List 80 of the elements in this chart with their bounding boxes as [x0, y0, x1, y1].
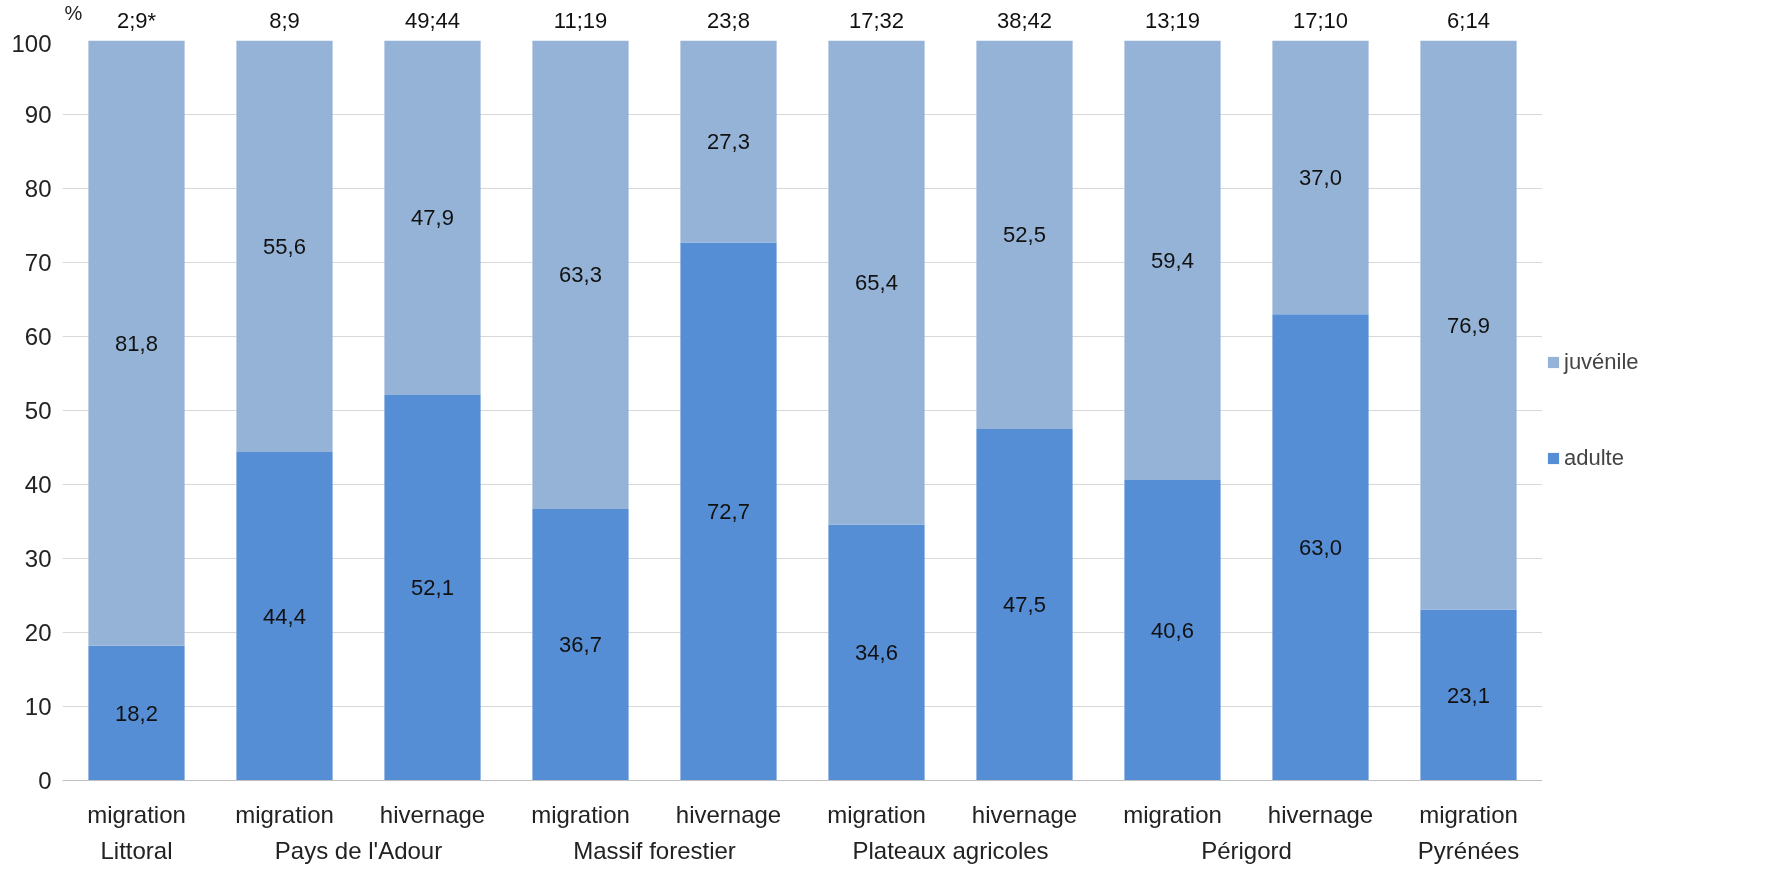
x-tick-label: migration — [827, 800, 926, 828]
y-tick-label: 10 — [24, 693, 52, 720]
text: 13;19 — [1144, 7, 1201, 33]
y-tick-label: 70 — [24, 249, 52, 276]
text: Pays de l'Adour — [274, 837, 443, 864]
x-tick-label: migration — [531, 800, 630, 828]
data-label: 81,8 — [115, 330, 158, 356]
y-tick-label: 50 — [24, 397, 52, 424]
data-label: 44,4 — [263, 603, 306, 629]
bar — [88, 645, 185, 781]
data-label: 59,4 — [1151, 247, 1194, 273]
data-label: 18,2 — [115, 700, 158, 726]
x-tick-label: migration — [1123, 800, 1222, 828]
bar — [1124, 480, 1221, 781]
text: 11;19 — [553, 7, 608, 33]
data-label: 76,9 — [1447, 312, 1490, 338]
text: Massif forestier — [573, 837, 736, 864]
x-tick-label: migration — [87, 800, 186, 828]
y-tick-label: 30 — [24, 545, 52, 572]
y-tick-label: 20 — [24, 619, 52, 646]
y-tick-label: 80 — [24, 175, 52, 202]
bar — [680, 242, 777, 781]
y-tick-label: 90 — [24, 101, 52, 128]
data-label: 63,0 — [1299, 534, 1342, 560]
text: 23;8 — [707, 7, 750, 33]
bar — [1272, 314, 1369, 781]
bar — [1420, 40, 1517, 610]
data-label: 36,7 — [559, 632, 602, 658]
bar — [1420, 609, 1517, 781]
data-label: 55,6 — [263, 233, 306, 259]
bar — [976, 429, 1073, 781]
x-tick-label: hivernage — [675, 800, 782, 828]
data-label: 72,7 — [707, 499, 750, 525]
y-tick-label: 40 — [24, 471, 52, 498]
y-tick-label: 100 — [11, 29, 52, 57]
text: Pyrénées — [1417, 837, 1520, 864]
bar — [384, 40, 481, 395]
x-tick-label: hivernage — [1267, 800, 1374, 828]
data-label: 63,3 — [559, 262, 602, 288]
data-label: 23,1 — [1447, 682, 1490, 708]
text: 8;9 — [269, 7, 300, 33]
bar — [828, 40, 925, 525]
x-tick-label: hivernage — [379, 800, 486, 828]
text: Plateaux agricoles — [852, 837, 1049, 864]
bar — [384, 394, 481, 781]
text: 38;42 — [996, 7, 1053, 33]
y-tick-label: 0 — [38, 767, 52, 794]
data-label: 47,5 — [1003, 592, 1046, 618]
data-label: 47,9 — [411, 205, 454, 231]
data-label: 65,4 — [855, 269, 898, 295]
bar — [828, 524, 925, 781]
bar — [88, 40, 185, 646]
bar — [532, 508, 629, 781]
bar — [236, 40, 333, 452]
text: 2;9* — [116, 7, 157, 33]
x-tick-label: hivernage — [971, 800, 1078, 828]
text: Périgord — [1201, 837, 1292, 864]
y-tick-label: 60 — [24, 323, 52, 350]
bar — [976, 40, 1073, 429]
text: 49;44 — [404, 7, 461, 33]
text: Littoral — [100, 837, 173, 864]
bar — [1272, 40, 1369, 315]
data-label: 52,1 — [411, 575, 454, 601]
bar — [1124, 40, 1221, 481]
legend-label: juvénile — [1564, 349, 1639, 375]
x-tick-label: migration — [1419, 800, 1518, 828]
text: 17;32 — [848, 7, 905, 33]
x-tick-label: migration — [235, 800, 334, 828]
bar — [532, 40, 629, 509]
data-label: 52,5 — [1003, 222, 1046, 248]
text: 17;10 — [1292, 7, 1349, 33]
data-label: 40,6 — [1151, 617, 1194, 643]
bar — [236, 451, 333, 781]
legend-label: adulte — [1564, 445, 1624, 471]
bar — [680, 40, 777, 243]
data-label: 27,3 — [707, 129, 750, 155]
y-axis-title: % — [64, 2, 83, 25]
data-label: 37,0 — [1299, 164, 1342, 190]
data-label: 34,6 — [855, 639, 898, 665]
text: 6;14 — [1447, 7, 1490, 33]
